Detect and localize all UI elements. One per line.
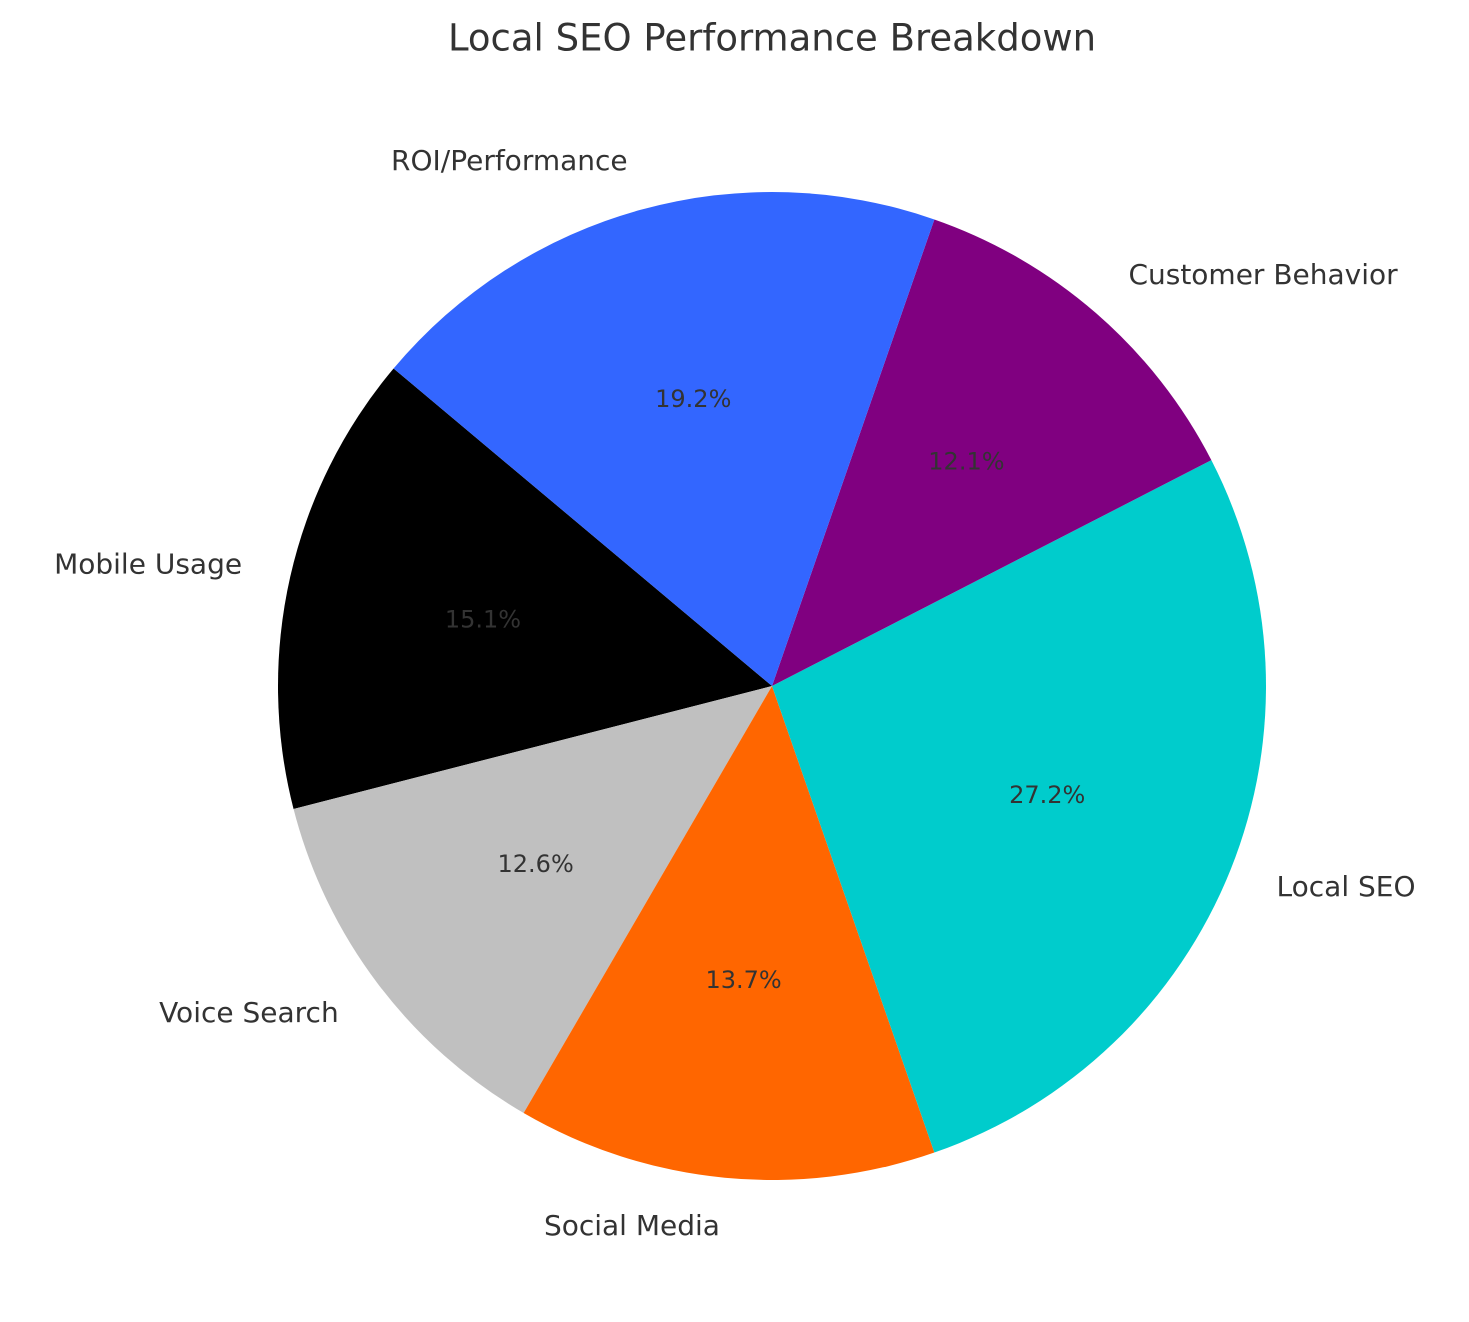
pie-slice — [393, 192, 935, 686]
percent-label: 12.6% — [498, 850, 574, 878]
slice-label: Customer Behavior — [1128, 258, 1398, 291]
pie-slice — [523, 686, 935, 1180]
pie-slice — [772, 219, 1212, 686]
pie-slice — [278, 368, 772, 809]
percent-label: 12.1% — [928, 447, 1004, 475]
pie-slice — [293, 686, 772, 1114]
slice-label: Local SEO — [1277, 870, 1416, 903]
slice-label: ROI/Performance — [391, 144, 628, 177]
percent-label: 27.2% — [1009, 781, 1085, 809]
slice-label: Mobile Usage — [54, 548, 242, 581]
slice-label: Voice Search — [159, 996, 339, 1029]
pie-slice — [772, 460, 1267, 1153]
percent-label: 15.1% — [445, 605, 521, 633]
percent-label: 13.7% — [705, 966, 781, 994]
slice-label: Social Media — [544, 1209, 720, 1242]
chart-title: Local SEO Performance Breakdown — [448, 17, 1096, 60]
percent-label: 19.2% — [655, 385, 731, 413]
